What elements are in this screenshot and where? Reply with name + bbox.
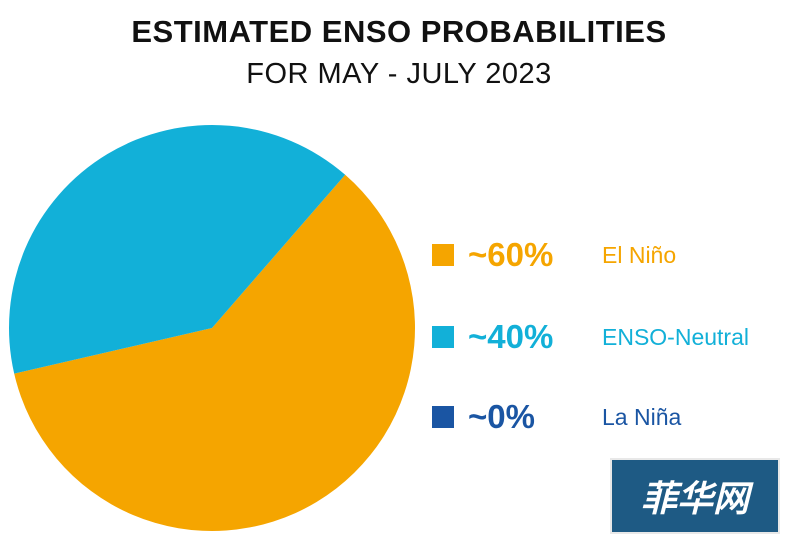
legend-value-la-nina: ~0%	[468, 398, 535, 435]
legend-label-la-nina: La Niña	[602, 403, 682, 430]
chart-subtitle: FOR MAY - JULY 2023	[246, 58, 552, 90]
legend-swatch-enso-neutral	[432, 326, 454, 348]
legend-swatch-la-nina	[432, 406, 454, 428]
legend-item-la-nina: ~0% La Niña	[432, 394, 681, 440]
pie-chart	[9, 124, 416, 531]
legend-label-el-nino: El Niño	[602, 241, 677, 268]
chart-title: ESTIMATED ENSO PROBABILITIES	[131, 14, 667, 49]
legend-item-enso-neutral: ~40% ENSO-Neutral	[432, 314, 749, 360]
legend-value-el-nino: ~60%	[468, 236, 554, 273]
legend-swatch-el-nino	[432, 244, 454, 266]
legend-label-enso-neutral: ENSO-Neutral	[602, 323, 749, 350]
pie-slice-el-ni-o	[14, 174, 416, 531]
legend-value-enso-neutral: ~40%	[468, 318, 554, 355]
pie-slice-enso-neutral	[9, 124, 346, 374]
legend-item-el-nino: ~60% El Niño	[432, 232, 676, 278]
watermark-logo: 菲华网	[610, 458, 780, 534]
